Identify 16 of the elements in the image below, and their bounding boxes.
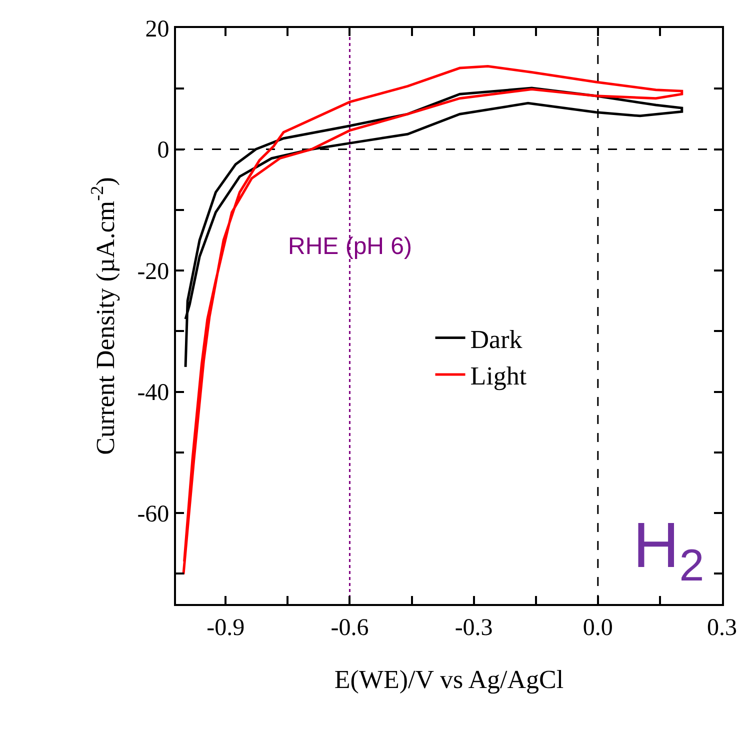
y-tick-label: 0 bbox=[157, 138, 170, 164]
line-series bbox=[182, 64, 684, 576]
x-tick-label: -0.9 bbox=[206, 614, 245, 641]
ref-line-label: RHE (pH 6) bbox=[288, 233, 412, 260]
y-tick-label: 20 bbox=[145, 16, 170, 42]
y-tick-label: -40 bbox=[137, 380, 170, 406]
x-tick-label: -0.3 bbox=[454, 614, 493, 641]
x-tick-label: 0.0 bbox=[582, 614, 613, 641]
legend-label: Light bbox=[470, 362, 528, 391]
x-tick-label: 0.3 bbox=[707, 614, 737, 641]
x-tick-label: -0.6 bbox=[330, 614, 369, 641]
y-tick-label: -60 bbox=[137, 501, 170, 528]
y-tick-label: -20 bbox=[137, 258, 170, 285]
x-axis-title: E(WE)/V vs Ag/AgCl bbox=[334, 665, 564, 694]
annotation: H$_{2}$ bbox=[633, 509, 704, 590]
legend-label: Dark bbox=[470, 324, 522, 354]
